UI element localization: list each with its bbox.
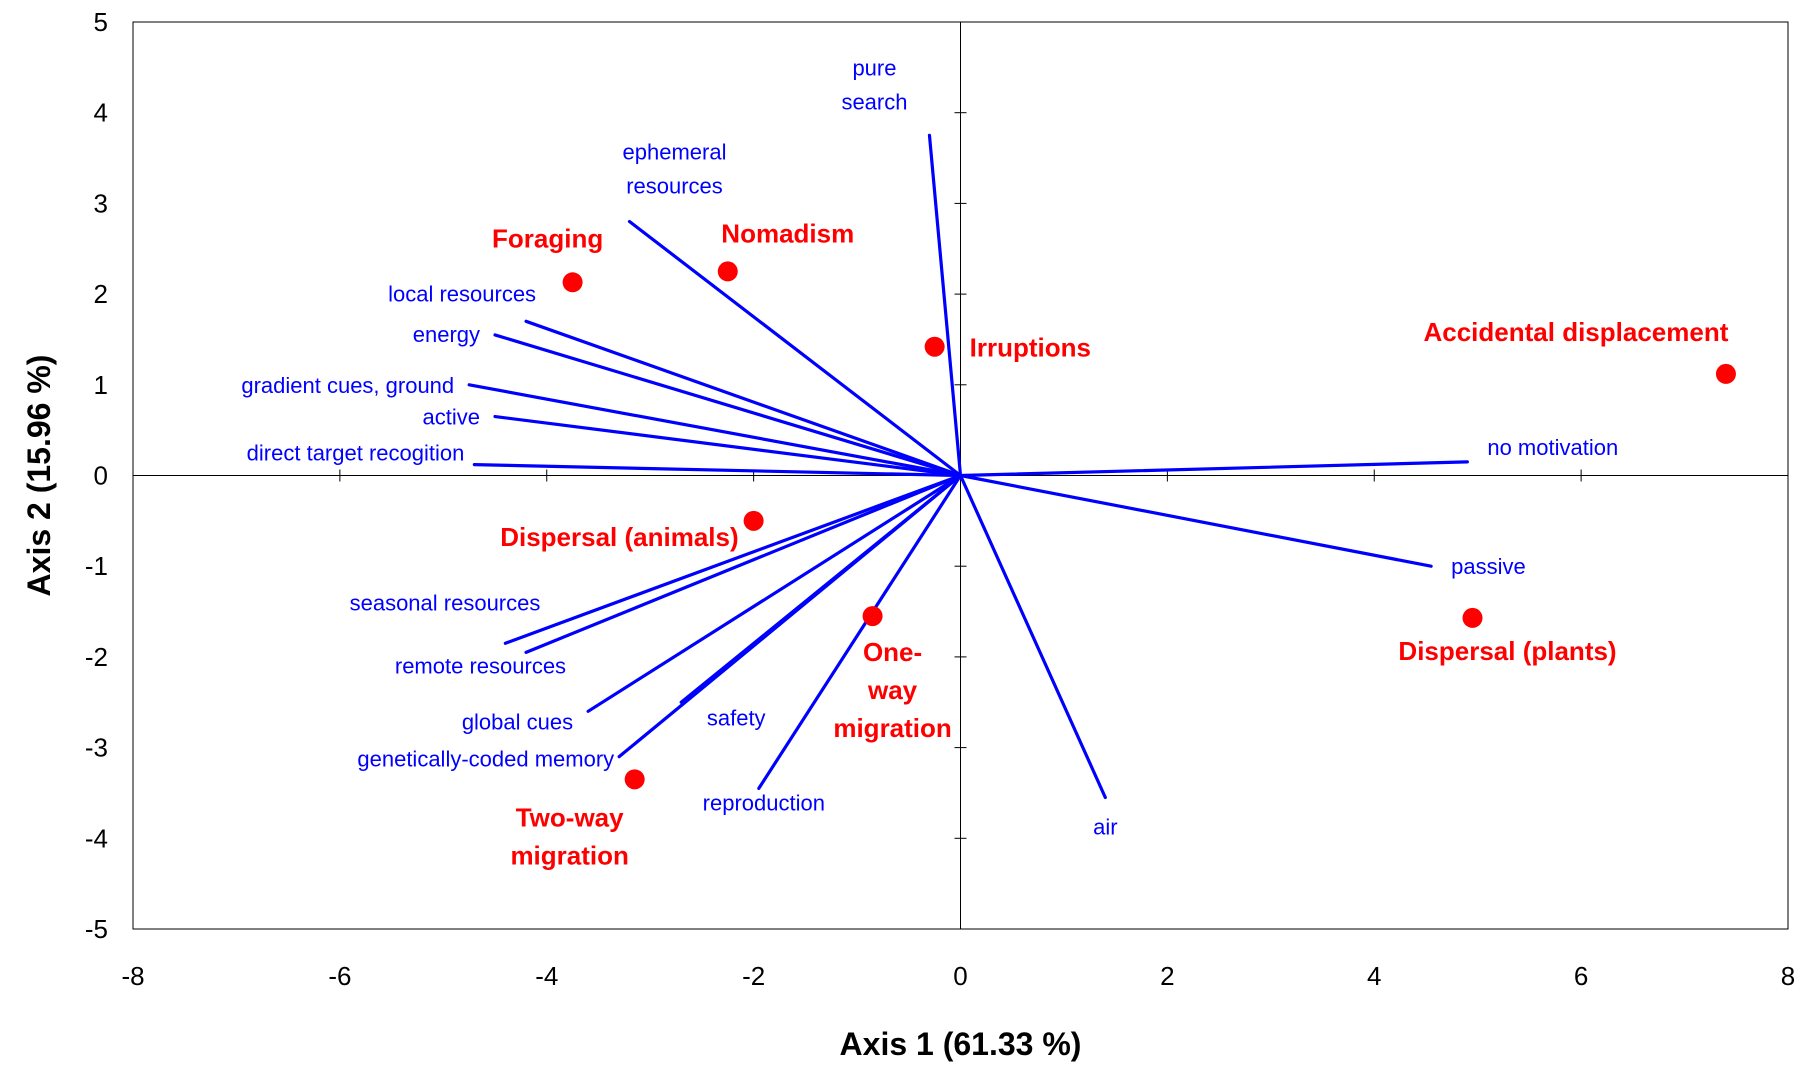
category-points: Foraging Nomadism Irruptions Accidental dis… (492, 218, 1736, 870)
category-label: Nomadism (721, 218, 854, 248)
category-label: Two-way (516, 802, 624, 832)
vector-line (524, 319, 963, 478)
y-tick-label: 2 (94, 279, 108, 309)
category-point (624, 769, 645, 790)
category-label: Dispersal (animals) (500, 522, 738, 552)
y-tick-label: -5 (85, 914, 108, 944)
vector-label: search (841, 89, 907, 114)
vector-line (958, 460, 1469, 478)
x-tick-label: 8 (1781, 961, 1795, 991)
vector-label: safety (707, 705, 766, 730)
vector-line (757, 473, 963, 791)
vector-label: gradient cues, ground (241, 373, 454, 398)
y-ticks: 5 4 3 2 1 0 -1 -2 -3 -4 -5 (85, 7, 967, 944)
x-ticks: -8 -6 -4 -2 0 2 4 6 8 (121, 469, 1795, 991)
vector-line (958, 473, 1433, 568)
x-tick-label: -6 (328, 961, 351, 991)
vector-line (493, 333, 963, 478)
x-tick-label: -8 (121, 961, 144, 991)
category-label: Dispersal (plants) (1398, 636, 1616, 666)
category-point (1715, 363, 1736, 384)
category-label: migration (833, 713, 951, 743)
vector-label: local resources (388, 281, 536, 306)
vector-line (958, 473, 1107, 800)
vector-label: no motivation (1487, 435, 1618, 460)
x-axis-title: Axis 1 (61.33 %) (840, 1026, 1082, 1062)
vector-label: passive (1451, 554, 1526, 579)
category-label: Foraging (492, 223, 603, 253)
category-point (717, 261, 738, 282)
variable-vectors: pure search ephemeral resources local resour… (241, 55, 1618, 839)
vector-line (467, 383, 963, 478)
vector-line (679, 473, 963, 704)
vector-label: global cues (462, 709, 573, 734)
category-point (1462, 607, 1483, 628)
category-label: Accidental displacement (1423, 317, 1728, 347)
y-tick-label: -1 (85, 551, 108, 581)
y-tick-label: -3 (85, 733, 108, 763)
y-tick-label: -4 (85, 823, 108, 853)
category-point (562, 272, 583, 293)
vector-line (493, 414, 963, 478)
y-tick-label: -2 (85, 642, 108, 672)
x-tick-label: 2 (1160, 961, 1174, 991)
x-tick-label: 0 (953, 961, 967, 991)
vector-line (472, 463, 963, 478)
y-tick-label: 3 (94, 188, 108, 218)
vector-label: genetically-coded memory (357, 747, 614, 772)
vector-label: direct target recogition (247, 441, 465, 466)
category-label: migration (510, 840, 628, 870)
vector-line (627, 219, 963, 478)
x-tick-label: 4 (1367, 961, 1381, 991)
x-tick-label: -4 (535, 961, 558, 991)
category-label: way (867, 675, 918, 705)
y-tick-label: 5 (94, 7, 108, 37)
y-tick-label: 0 (94, 461, 108, 491)
category-label: Irruptions (970, 333, 1091, 363)
vector-label: air (1093, 814, 1117, 839)
vector-line (503, 473, 963, 645)
y-tick-label: 1 (94, 370, 108, 400)
category-label: One- (863, 637, 922, 667)
category-point (862, 606, 883, 627)
y-axis-title: Axis 2 (15.96 %) (21, 355, 57, 597)
x-tick-label: 6 (1574, 961, 1588, 991)
vector-label: reproduction (703, 790, 825, 815)
vector-line (586, 473, 963, 713)
y-tick-label: 4 (94, 98, 108, 128)
vector-label: pure (852, 55, 896, 80)
category-point (924, 336, 945, 357)
vector-label: seasonal resources (350, 590, 541, 615)
vector-label: energy (413, 322, 480, 347)
vector-line (524, 473, 963, 654)
vector-line (927, 133, 963, 478)
vector-label: active (423, 405, 480, 430)
category-point (743, 510, 764, 531)
vector-label: resources (626, 174, 723, 199)
vector-label: remote resources (395, 653, 566, 678)
vector-label: ephemeral (623, 140, 727, 165)
x-tick-label: -2 (742, 961, 765, 991)
